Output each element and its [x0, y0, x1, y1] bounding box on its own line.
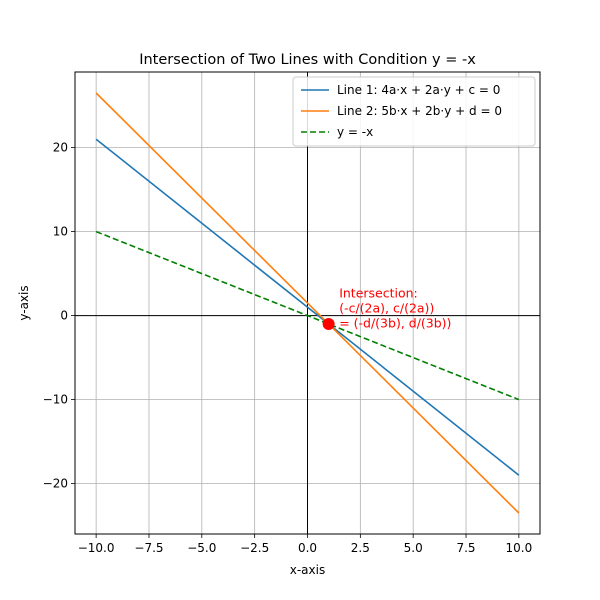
x-tick-label: −10.0: [78, 541, 115, 555]
annotation-line-2: (-c/(2a), c/(2a)): [339, 301, 434, 316]
y-tick-label: −20: [43, 477, 68, 491]
x-tick-label: −5.0: [187, 541, 216, 555]
y-tick-label: 10: [53, 225, 68, 239]
x-ticks: −10.0 −7.5 −5.0 −2.5 0.0 2.5 5.0 7.5 10.0: [78, 534, 532, 555]
y-tick-label: 20: [53, 141, 68, 155]
y-tick-label: 0: [60, 309, 68, 323]
x-tick-label: −2.5: [240, 541, 269, 555]
annotation-line-3: = (-d/(3b), d/(3b)): [339, 316, 451, 331]
y-tick-label: −10: [43, 393, 68, 407]
legend-label-1: Line 1: 4a·x + 2a·y + c = 0: [337, 83, 500, 97]
chart-title: Intersection of Two Lines with Condition…: [139, 52, 476, 68]
x-tick-label: 5.0: [404, 541, 423, 555]
legend-label-3: y = -x: [337, 125, 373, 139]
point-layer: [322, 318, 335, 330]
series-line-3: [95, 230, 520, 401]
x-tick-label: −7.5: [134, 541, 163, 555]
legend: Line 1: 4a·x + 2a·y + c = 0 Line 2: 5b·x …: [292, 76, 536, 147]
intersection-point: [322, 318, 335, 330]
y-axis-label: y-axis: [17, 285, 31, 320]
annotation-line-1: Intersection:: [339, 286, 418, 301]
series-line-2: [95, 92, 520, 514]
legend-label-2: Line 2: 5b·x + 2b·y + d = 0: [337, 104, 502, 118]
x-tick-label: 2.5: [351, 541, 370, 555]
annotation: Intersection:(-c/(2a), c/(2a))= (-d/(3b)…: [339, 286, 451, 331]
x-axis-label: x-axis: [290, 563, 325, 577]
y-ticks: −20 −10 0 10 20: [43, 141, 75, 491]
series-layer: [95, 92, 520, 514]
x-tick-label: 10.0: [506, 541, 533, 555]
x-tick-label: 7.5: [456, 541, 475, 555]
x-tick-label: 0.0: [298, 541, 317, 555]
series-line-1: [95, 138, 520, 476]
legend-box: [292, 76, 536, 147]
